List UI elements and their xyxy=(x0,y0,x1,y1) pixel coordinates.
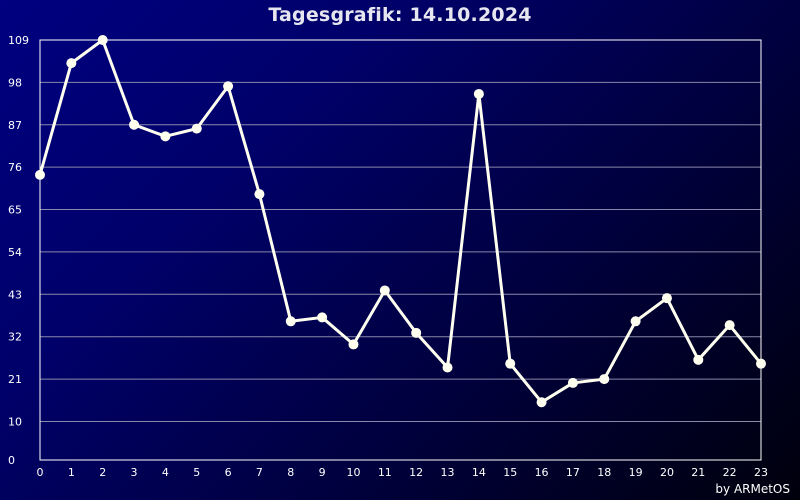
x-tick-label: 13 xyxy=(441,466,455,479)
x-tick-label: 7 xyxy=(256,466,263,479)
y-tick-label: 10 xyxy=(8,415,22,428)
data-point xyxy=(348,339,359,350)
y-tick-label: 32 xyxy=(8,331,22,344)
y-tick-label: 65 xyxy=(8,204,22,217)
x-tick-label: 0 xyxy=(37,466,44,479)
data-point xyxy=(379,285,390,296)
data-point xyxy=(160,131,171,142)
x-tick-label: 10 xyxy=(346,466,360,479)
x-tick-label: 8 xyxy=(287,466,294,479)
x-tick-label: 15 xyxy=(503,466,517,479)
y-tick-label: 21 xyxy=(8,373,22,386)
data-point xyxy=(567,377,578,388)
data-point xyxy=(35,169,45,180)
x-tick-label: 14 xyxy=(472,466,486,479)
credit-label: by ARMetOS xyxy=(715,482,790,496)
x-tick-label: 23 xyxy=(754,466,768,479)
data-point xyxy=(223,81,234,92)
data-point xyxy=(66,58,77,69)
x-tick-label: 21 xyxy=(691,466,705,479)
data-point xyxy=(724,320,735,331)
x-tick-label: 4 xyxy=(162,466,169,479)
data-point xyxy=(756,358,766,369)
x-tick-label: 12 xyxy=(409,466,423,479)
data-point xyxy=(97,35,108,45)
x-tick-label: 1 xyxy=(68,466,75,479)
x-tick-label: 16 xyxy=(535,466,549,479)
y-tick-label: 43 xyxy=(8,288,22,301)
y-tick-label: 0 xyxy=(8,454,15,467)
x-tick-label: 3 xyxy=(131,466,138,479)
x-tick-label: 5 xyxy=(193,466,200,479)
data-point xyxy=(129,119,140,130)
y-tick-label: 76 xyxy=(8,161,22,174)
plot-border xyxy=(39,39,762,461)
data-point xyxy=(254,189,265,200)
data-point xyxy=(191,123,202,134)
x-tick-label: 17 xyxy=(566,466,580,479)
data-point xyxy=(505,358,516,369)
data-point xyxy=(285,316,296,327)
data-point xyxy=(599,374,610,385)
data-point xyxy=(317,312,328,323)
data-point xyxy=(661,293,672,304)
x-tick-label: 22 xyxy=(723,466,737,479)
data-point xyxy=(693,354,704,365)
chart-title: Tagesgrafik: 14.10.2024 xyxy=(268,4,532,26)
data-point xyxy=(411,327,422,338)
x-tick-label: 11 xyxy=(378,466,392,479)
series-line xyxy=(38,38,763,404)
data-point xyxy=(473,88,484,99)
y-tick-label: 109 xyxy=(8,34,29,47)
y-tick-label: 54 xyxy=(8,246,22,259)
data-point xyxy=(442,362,453,373)
x-tick-label: 9 xyxy=(319,466,326,479)
x-tick-label: 18 xyxy=(597,466,611,479)
x-tick-label: 6 xyxy=(225,466,232,479)
data-point xyxy=(536,397,547,408)
data-point xyxy=(630,316,641,327)
y-tick-label: 87 xyxy=(8,119,22,132)
x-tick-label: 2 xyxy=(99,466,106,479)
y-tick-label: 98 xyxy=(8,76,22,89)
x-tick-label: 19 xyxy=(629,466,643,479)
x-tick-label: 20 xyxy=(660,466,674,479)
